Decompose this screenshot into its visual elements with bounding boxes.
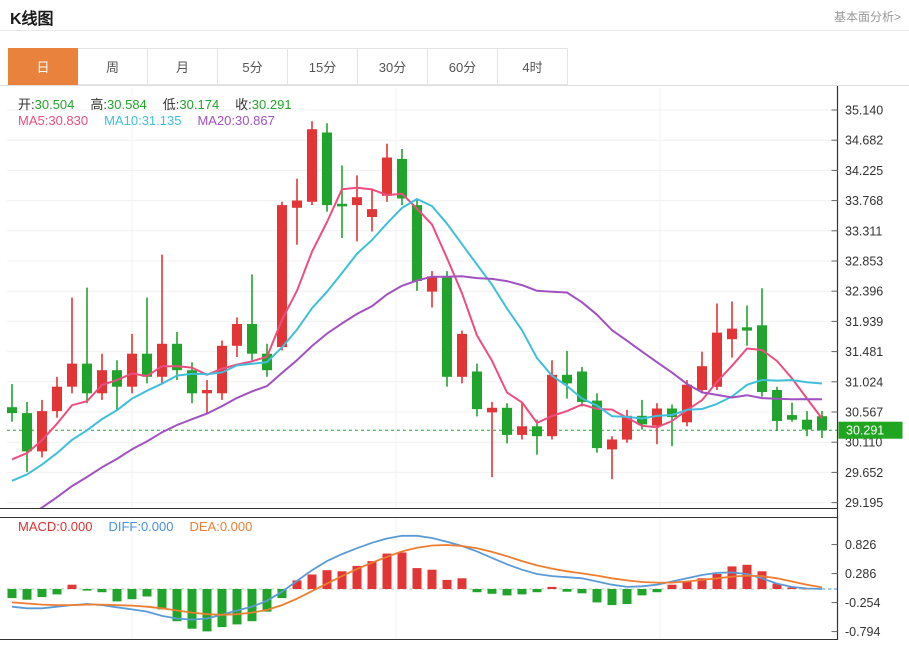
- svg-text:30.291: 30.291: [846, 424, 884, 438]
- legend-item: 高:30.584: [90, 97, 146, 112]
- tab-interval-7[interactable]: 4时: [498, 48, 568, 85]
- interval-tab-bar: 日周月 5分 15分 30分 60分 4时: [0, 48, 909, 86]
- legend-item: DIFF:0.000: [108, 519, 173, 534]
- interval-tabs: 日周月 5分 15分 30分 60分 4时: [8, 48, 568, 85]
- legend-value: 0.000: [59, 519, 93, 534]
- legend-label: MA20:: [197, 113, 236, 128]
- tab-interval-4[interactable]: 15分: [288, 48, 358, 85]
- legend-item: MA20:30.867: [197, 113, 274, 128]
- fundamental-analysis-link[interactable]: 基本面分析>: [833, 10, 901, 24]
- legend-value: 31.135: [141, 113, 182, 128]
- ohlc-legend: 开:30.504 高:30.584 低:30.174 收:30.291: [18, 94, 308, 113]
- y-axis-label: 32.853: [845, 255, 883, 269]
- macd-legend: MACD:0.000 DIFF:0.000 DEA:0.000: [18, 519, 268, 534]
- legend-label: 收:: [235, 97, 252, 112]
- tab-interval-0[interactable]: 日: [8, 48, 78, 85]
- y-axis-label: 34.682: [845, 134, 883, 148]
- macd-axis-label: 0.286: [845, 567, 876, 581]
- tab-interval-5[interactable]: 30分: [358, 48, 428, 85]
- legend-value: 30.867: [235, 113, 275, 128]
- page-header: K线图 基本面分析>: [0, 0, 909, 31]
- macd-axis-label: 0.826: [845, 538, 876, 552]
- macd-axis-label: -0.254: [845, 596, 880, 610]
- tab-interval-6[interactable]: 60分: [428, 48, 498, 85]
- y-axis-label: 30.110: [845, 436, 882, 450]
- y-axis-label: 33.768: [845, 194, 883, 208]
- y-axis-label: 29.195: [845, 496, 883, 510]
- macd-histogram: [7, 552, 838, 632]
- macd-diff-line: [11, 534, 823, 621]
- legend-item: 收:30.291: [235, 97, 291, 112]
- legend-label: DIFF:: [108, 519, 141, 534]
- legend-item: MA10:31.135: [104, 113, 181, 128]
- y-axis-label: 31.024: [845, 375, 883, 389]
- legend-item: MACD:0.000: [18, 519, 92, 534]
- legend-label: 低:: [162, 97, 180, 112]
- legend-item: 低:30.174: [163, 97, 219, 112]
- price-badge: 30.291: [838, 421, 903, 439]
- y-axis-label: 31.939: [845, 315, 883, 329]
- ma-legend: MA5:30.830 MA10:31.135 MA20:30.867: [18, 113, 291, 128]
- legend-value: 30.584: [107, 97, 147, 112]
- legend-item: 开:30.504: [18, 97, 74, 112]
- legend-value: 0.000: [140, 519, 174, 534]
- legend-value: 30.174: [179, 97, 220, 112]
- macd-axis-label: -0.794: [845, 625, 880, 639]
- tab-interval-1[interactable]: 周: [78, 48, 148, 85]
- legend-value: 30.504: [34, 97, 75, 112]
- legend-label: MACD:: [18, 519, 60, 534]
- legend-item: MA5:30.830: [18, 113, 88, 128]
- legend-label: MA10:: [104, 113, 142, 128]
- y-axis-label: 30.567: [845, 406, 883, 420]
- tab-interval-2[interactable]: 月: [148, 48, 218, 85]
- legend-value: 0.000: [219, 519, 253, 534]
- ma10-line: [11, 198, 823, 482]
- tab-interval-3[interactable]: 5分: [218, 48, 288, 85]
- y-axis-label: 32.396: [845, 285, 883, 299]
- legend-label: 开:: [18, 97, 35, 112]
- y-axis-label: 34.225: [845, 164, 883, 178]
- legend-value: 30.830: [48, 113, 89, 128]
- legend-value: 30.291: [251, 97, 292, 112]
- ma20-line: [37, 275, 823, 509]
- macd-dea-line: [11, 544, 823, 616]
- legend-label: DEA:: [189, 519, 220, 534]
- legend-label: 高:: [90, 97, 108, 112]
- y-axis-label: 35.140: [845, 104, 883, 118]
- legend-label: MA5:: [18, 113, 49, 128]
- legend-item: DEA:0.000: [189, 519, 252, 534]
- y-axis-label: 31.481: [845, 345, 883, 359]
- page-title: K线图: [10, 11, 54, 28]
- candlestick-series: [7, 121, 827, 480]
- y-axis-label: 33.311: [845, 224, 882, 238]
- y-axis-label: 29.652: [845, 466, 883, 480]
